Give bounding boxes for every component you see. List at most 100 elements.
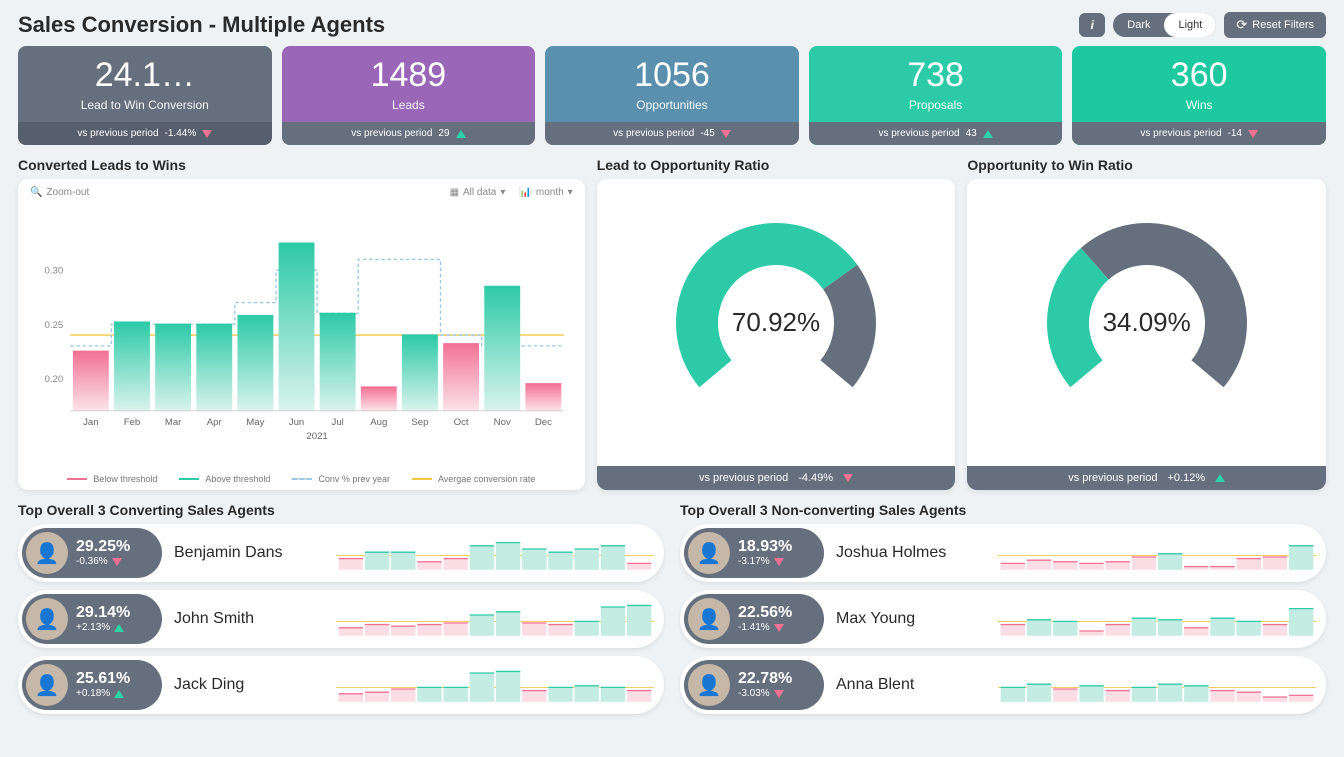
zoom-icon: 🔍	[30, 187, 42, 198]
agent-delta: -3.03%	[738, 688, 792, 700]
kpi-delta: -1.44%	[165, 128, 197, 139]
down-arrow-icon	[721, 130, 731, 138]
agent-row[interactable]: 👤 29.14% +2.13% John Smith	[18, 590, 664, 648]
up-arrow-icon	[114, 690, 124, 698]
agent-row[interactable]: 👤 22.78% -3.03% Anna Blent	[680, 656, 1326, 714]
agent-pct: 18.93%	[738, 538, 792, 556]
svg-text:May: May	[246, 417, 264, 428]
kpi-delta: -14	[1228, 128, 1242, 139]
kpi-value: 24.1…	[28, 58, 262, 92]
zoom-out-button[interactable]: 🔍 Zoom-out	[30, 187, 89, 198]
converted-chart[interactable]: 0.300.250.20JanFebMarAprMayJunJulAugSepO…	[30, 202, 573, 462]
opp-win-delta: +0.12%	[1168, 472, 1206, 484]
agent-row[interactable]: 👤 25.61% +0.18% Jack Ding	[18, 656, 664, 714]
agent-row[interactable]: 👤 29.25% -0.36% Benjamin Dans	[18, 524, 664, 582]
lead-opp-value: 70.92%	[661, 208, 891, 438]
legend-item: Above threshold	[179, 474, 270, 484]
agent-delta: +2.13%	[76, 622, 130, 634]
kpi-prev-label: vs previous period	[1140, 128, 1221, 139]
kpi-value: 1489	[292, 58, 526, 92]
kpi-delta: 43	[966, 128, 977, 139]
svg-text:0.25: 0.25	[45, 320, 64, 331]
lead-opp-title: Lead to Opportunity Ratio	[597, 157, 956, 173]
reset-filters-button[interactable]: Reset Filters	[1224, 12, 1326, 38]
down-arrow-icon	[1248, 130, 1258, 138]
kpi-label: Leads	[292, 98, 526, 112]
lead-opp-prev: vs previous period	[699, 472, 788, 484]
up-arrow-icon	[114, 624, 124, 632]
agent-pill: 👤 29.25% -0.36%	[22, 528, 162, 578]
chart-legend: Below thresholdAbove thresholdConv % pre…	[18, 468, 585, 490]
info-button[interactable]: i	[1079, 13, 1105, 37]
reset-filters-label: Reset Filters	[1252, 19, 1314, 31]
svg-text:Jul: Jul	[332, 417, 344, 428]
agent-pct: 25.61%	[76, 670, 130, 688]
kpi-card[interactable]: 1056 Opportunities vs previous period -4…	[545, 46, 799, 145]
agent-delta: -3.17%	[738, 556, 792, 568]
svg-text:Apr: Apr	[207, 417, 223, 428]
agent-pill: 👤 18.93% -3.17%	[684, 528, 824, 578]
avatar: 👤	[688, 598, 730, 640]
lead-opp-panel: 70.92% vs previous period -4.49%	[597, 179, 956, 490]
kpi-label: Proposals	[819, 98, 1053, 112]
agent-row[interactable]: 👤 18.93% -3.17% Joshua Holmes	[680, 524, 1326, 582]
svg-text:0.30: 0.30	[45, 266, 64, 277]
legend-item: Below threshold	[67, 474, 157, 484]
agent-row[interactable]: 👤 22.56% -1.41% Max Young	[680, 590, 1326, 648]
range-label: All data	[463, 187, 496, 198]
kpi-prev-label: vs previous period	[351, 128, 432, 139]
agent-sparkline	[998, 532, 1316, 574]
agent-name: Jack Ding	[174, 676, 324, 694]
agent-pill: 👤 25.61% +0.18%	[22, 660, 162, 710]
non-converting-list: 👤 18.93% -3.17% Joshua Holmes 👤 22.56% -…	[680, 524, 1326, 714]
theme-light[interactable]: Light	[1164, 13, 1216, 37]
agent-sparkline	[336, 532, 654, 574]
avatar: 👤	[688, 664, 730, 706]
agent-pill: 👤 22.56% -1.41%	[684, 594, 824, 644]
agent-pct: 22.78%	[738, 670, 792, 688]
down-arrow-icon	[202, 130, 212, 138]
agent-pct: 29.25%	[76, 538, 130, 556]
converted-chart-panel: 🔍 Zoom-out ▦ All data ▾ 📊 month ▾	[18, 179, 585, 490]
opp-win-prev: vs previous period	[1068, 472, 1157, 484]
svg-text:2021: 2021	[306, 431, 327, 442]
svg-text:0.20: 0.20	[45, 374, 64, 385]
kpi-card[interactable]: 1489 Leads vs previous period 29	[282, 46, 536, 145]
kpi-delta: 29	[438, 128, 449, 139]
agent-name: Max Young	[836, 610, 986, 628]
period-selector[interactable]: 📊 month ▾	[519, 187, 572, 198]
svg-text:Nov: Nov	[494, 417, 511, 428]
theme-toggle[interactable]: Dark Light	[1113, 13, 1216, 37]
svg-text:Oct: Oct	[454, 417, 469, 428]
page-title: Sales Conversion - Multiple Agents	[18, 12, 385, 38]
period-icon: 📊	[519, 187, 531, 198]
opp-win-title: Opportunity to Win Ratio	[967, 157, 1326, 173]
range-selector[interactable]: ▦ All data ▾	[450, 187, 506, 198]
agent-name: John Smith	[174, 610, 324, 628]
kpi-label: Opportunities	[555, 98, 789, 112]
theme-dark[interactable]: Dark	[1113, 13, 1164, 37]
kpi-card[interactable]: 360 Wins vs previous period -14	[1072, 46, 1326, 145]
period-label: month	[536, 187, 564, 198]
converted-chart-title: Converted Leads to Wins	[18, 157, 585, 173]
zoom-out-label: Zoom-out	[46, 187, 89, 198]
down-arrow-icon	[774, 624, 784, 632]
kpi-card[interactable]: 24.1… Lead to Win Conversion vs previous…	[18, 46, 272, 145]
svg-text:Feb: Feb	[124, 417, 141, 428]
opp-win-panel: 34.09% vs previous period +0.12%	[967, 179, 1326, 490]
agent-name: Joshua Holmes	[836, 544, 986, 562]
kpi-card[interactable]: 738 Proposals vs previous period 43	[809, 46, 1063, 145]
up-arrow-icon	[983, 130, 993, 138]
kpi-row: 24.1… Lead to Win Conversion vs previous…	[18, 46, 1326, 145]
down-arrow-icon	[774, 690, 784, 698]
kpi-prev-label: vs previous period	[878, 128, 959, 139]
agent-name: Anna Blent	[836, 676, 986, 694]
avatar: 👤	[26, 598, 68, 640]
agent-name: Benjamin Dans	[174, 544, 324, 562]
svg-text:Sep: Sep	[411, 417, 428, 428]
agent-delta: +0.18%	[76, 688, 130, 700]
avatar: 👤	[688, 532, 730, 574]
up-arrow-icon	[456, 130, 466, 138]
down-arrow-icon	[774, 558, 784, 566]
avatar: 👤	[26, 532, 68, 574]
